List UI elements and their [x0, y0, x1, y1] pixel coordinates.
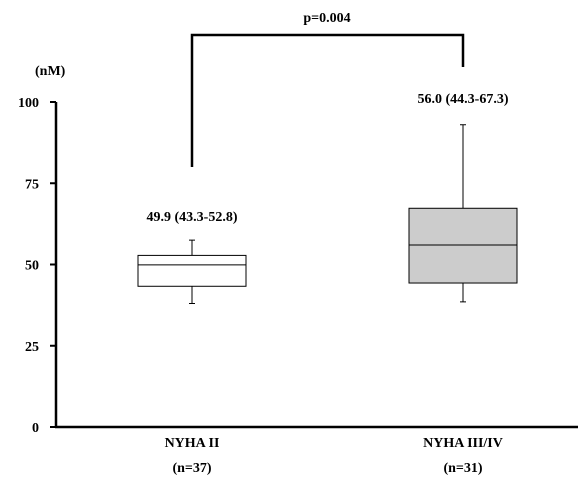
axes: 0 25 50 75 100 — [18, 96, 578, 436]
p-value-label: p=0.004 — [303, 11, 350, 26]
summary-label: 49.9 (43.3-52.8) — [147, 210, 238, 225]
box-group: 56.0 (44.3-67.3) NYHA III/IV (n=31) — [408, 92, 518, 476]
comparison-bracket — [190, 33, 465, 167]
summary-label: 56.0 (44.3-67.3) — [418, 92, 509, 107]
bracket-line — [190, 33, 465, 167]
iqr-box — [137, 254, 247, 287]
category-label: NYHA II — [165, 436, 220, 451]
sample-size-label: (n=37) — [172, 461, 211, 476]
y-tick-label: 50 — [25, 259, 39, 274]
box-group: 49.9 (43.3-52.8) NYHA II (n=37) — [137, 210, 247, 476]
iqr-box — [408, 207, 518, 284]
y-tick-label: 25 — [25, 340, 39, 355]
y-tick-label: 0 — [32, 421, 39, 436]
y-axis-unit-label: (nM) — [35, 64, 66, 79]
y-tick-label: 75 — [25, 177, 39, 192]
y-tick-label: 100 — [18, 96, 39, 111]
box-groups: 49.9 (43.3-52.8) NYHA II (n=37) 56.0 (44.3-… — [137, 92, 518, 476]
sample-size-label: (n=31) — [443, 461, 482, 476]
category-label: NYHA III/IV — [423, 436, 503, 451]
